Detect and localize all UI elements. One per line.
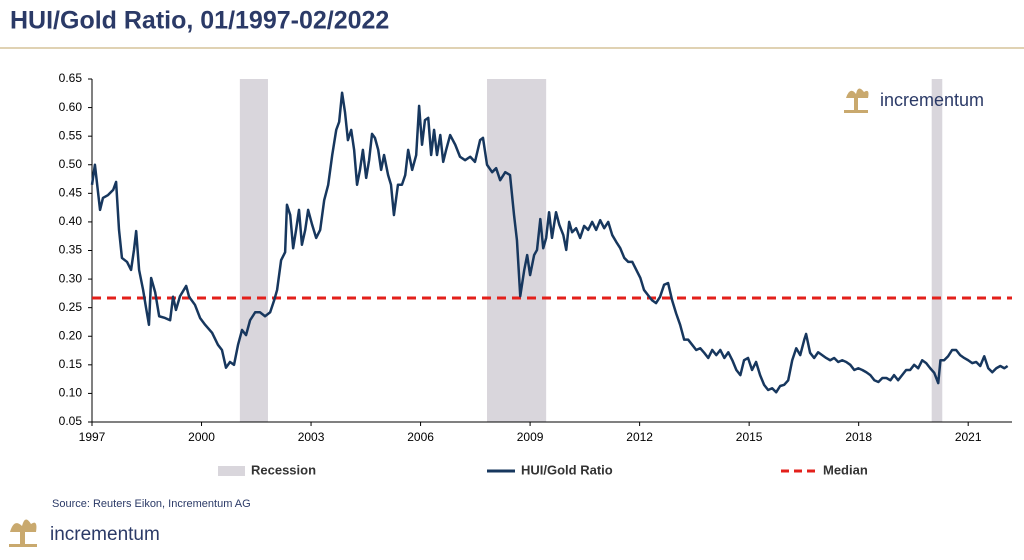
legend-swatch	[218, 466, 245, 476]
logo: incrementum	[842, 86, 984, 114]
footer-logo: incrementum	[9, 519, 160, 547]
source-note: Source: Reuters Eikon, Incrementum AG	[52, 498, 251, 510]
logo-text: incrementum	[880, 90, 984, 110]
x-tick-label: 2012	[626, 430, 653, 444]
x-tick-label: 1997	[79, 430, 106, 444]
y-tick-label: 0.05	[59, 414, 83, 428]
legend-label: HUI/Gold Ratio	[521, 462, 613, 477]
logo-tree	[10, 519, 37, 532]
x-tick-label: 2018	[845, 430, 872, 444]
y-tick-label: 0.65	[59, 71, 83, 85]
legend-label: Median	[823, 462, 868, 477]
x-tick-label: 2009	[517, 430, 544, 444]
y-tick-label: 0.25	[59, 300, 83, 314]
x-tick-label: 2003	[298, 430, 325, 444]
x-tick-label: 2000	[188, 430, 215, 444]
y-tick-label: 0.50	[59, 157, 83, 171]
logo-base	[844, 110, 868, 113]
y-tick-label: 0.55	[59, 128, 83, 142]
recession-band	[931, 79, 943, 422]
recession-band	[239, 79, 268, 422]
logo-base	[9, 544, 37, 547]
y-tick-label: 0.10	[59, 386, 83, 400]
y-tick-label: 0.15	[59, 357, 83, 371]
data-line	[90, 91, 1009, 394]
chart-title: HUI/Gold Ratio, 01/1997-02/2022	[10, 7, 389, 35]
y-tick-label: 0.30	[59, 271, 83, 285]
x-tick-label: 2015	[736, 430, 763, 444]
y-tick-label: 0.35	[59, 243, 83, 257]
logo-trunk	[20, 530, 25, 544]
y-tick-label: 0.60	[59, 100, 83, 114]
logo-text: incrementum	[50, 524, 160, 545]
y-tick-label: 0.40	[59, 214, 83, 228]
x-tick-label: 2006	[407, 430, 434, 444]
logo-tree	[846, 88, 869, 98]
x-tick-label: 2021	[955, 430, 982, 444]
logo-trunk	[854, 97, 858, 110]
y-tick-label: 0.20	[59, 328, 83, 342]
legend-label: Recession	[251, 462, 316, 477]
plot-area: 0.05 0.10 0.15 0.20 0.25 0.30 0.35 0.40 0.45 0.50…	[59, 71, 1012, 444]
y-tick-label: 0.45	[59, 186, 83, 200]
legend: Recession HUI/Gold Ratio Median	[218, 462, 868, 477]
